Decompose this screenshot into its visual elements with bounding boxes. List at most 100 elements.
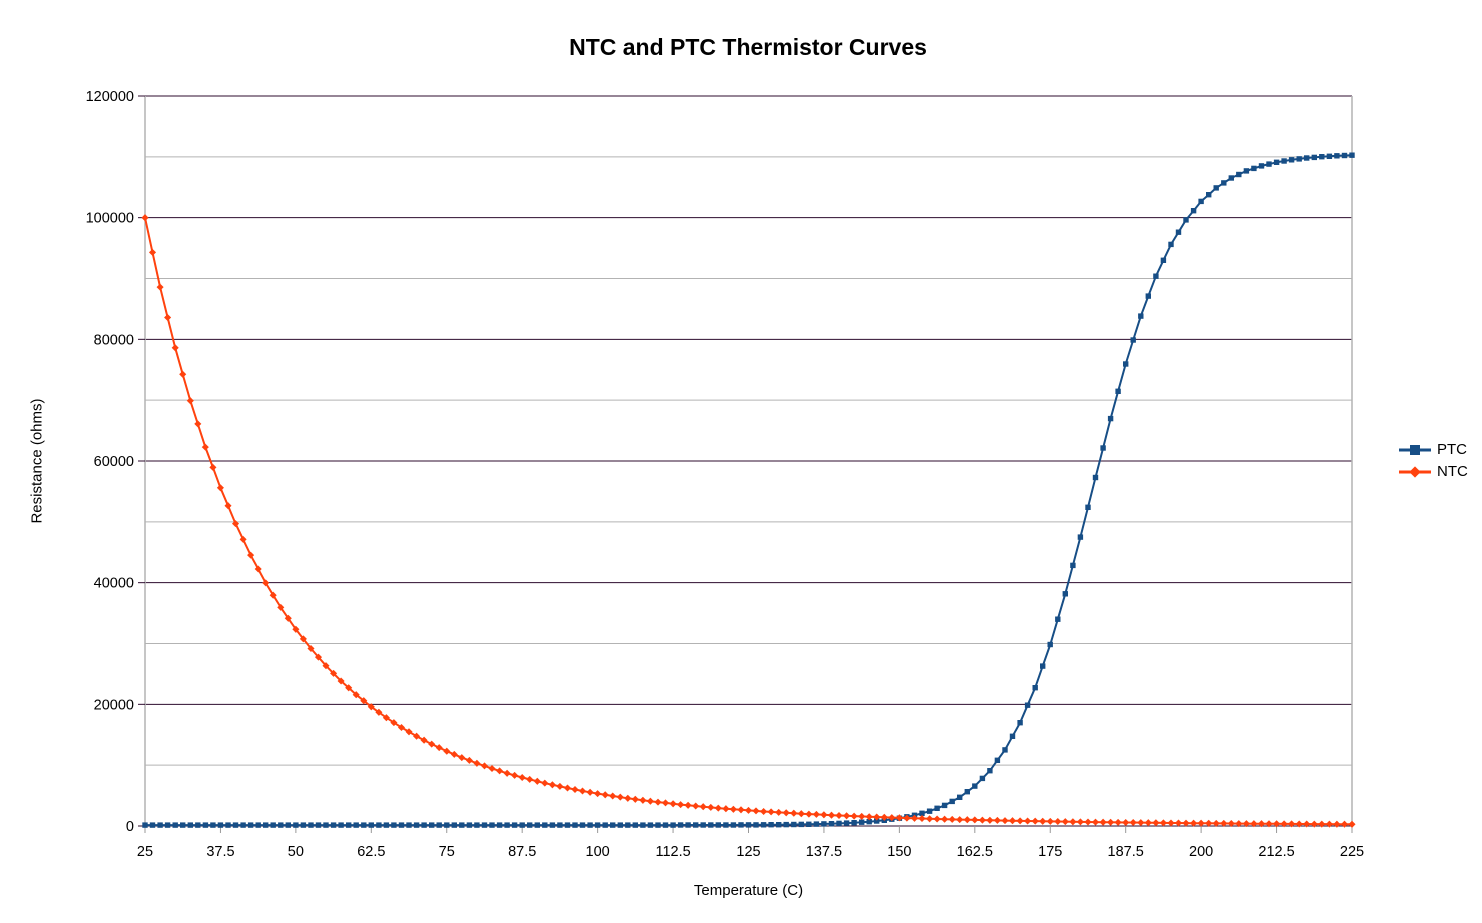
ntc-marker xyxy=(330,669,338,677)
ntc-marker xyxy=(382,714,390,722)
ntc-marker xyxy=(1174,819,1183,827)
ntc-marker xyxy=(993,816,1001,824)
ntc-marker xyxy=(1084,818,1092,826)
ntc-marker xyxy=(156,283,164,291)
ptc-marker xyxy=(315,822,322,828)
ntc-marker xyxy=(1318,820,1326,828)
ptc-marker xyxy=(979,775,986,782)
ptc-marker xyxy=(421,822,427,828)
ptc-marker xyxy=(1296,156,1302,162)
ptc-marker xyxy=(693,822,699,828)
ptc-marker xyxy=(647,822,654,828)
ntc-marker xyxy=(518,773,526,782)
ptc-marker xyxy=(225,822,231,828)
ptc-marker xyxy=(753,822,759,828)
ptc-marker xyxy=(1251,165,1257,172)
ptc-marker xyxy=(1092,474,1099,481)
ntc-marker xyxy=(646,797,654,805)
ptc-marker xyxy=(640,822,646,828)
ntc-marker xyxy=(797,810,805,818)
ntc-marker xyxy=(971,816,979,824)
ptc-marker xyxy=(293,822,299,828)
ntc-marker xyxy=(1167,819,1175,827)
ntc-marker xyxy=(397,723,406,732)
ptc-marker xyxy=(278,822,284,828)
ptc-marker xyxy=(511,822,518,828)
ntc-marker xyxy=(1159,819,1167,827)
y-tick-label: 40000 xyxy=(94,576,134,592)
ntc-marker xyxy=(616,793,624,801)
ptc-marker xyxy=(564,822,571,828)
ntc-marker xyxy=(850,812,858,820)
ntc-marker xyxy=(1039,817,1047,825)
ptc-marker xyxy=(1334,153,1340,159)
ntc-marker xyxy=(231,520,240,528)
ntc-marker xyxy=(526,775,534,783)
legend: PTC NTC xyxy=(1398,440,1468,481)
ntc-marker xyxy=(1129,818,1137,827)
ntc-legend-marker xyxy=(1399,465,1431,478)
ptc-marker xyxy=(323,822,329,828)
ptc-marker xyxy=(444,822,450,828)
ntc-marker xyxy=(639,796,647,804)
ntc-marker xyxy=(624,794,632,802)
ntc-marker xyxy=(1001,817,1009,825)
ntc-marker xyxy=(1107,818,1115,826)
ntc-marker xyxy=(201,443,209,451)
ptc-marker xyxy=(572,822,578,828)
ptc-marker xyxy=(1130,337,1136,343)
ptc-marker xyxy=(338,822,344,828)
ptc-marker xyxy=(610,822,616,828)
ntc-marker xyxy=(307,644,315,653)
ptc-marker xyxy=(1258,163,1265,169)
ntc-marker xyxy=(978,816,986,824)
ptc-marker xyxy=(1160,257,1167,263)
ptc-marker xyxy=(1236,171,1242,178)
ptc-marker xyxy=(383,822,390,828)
ntc-marker xyxy=(1325,820,1333,828)
ntc-marker xyxy=(360,697,368,705)
ptc-marker xyxy=(353,822,359,828)
ptc-marker xyxy=(210,822,216,828)
ptc-marker xyxy=(1062,591,1068,597)
x-tick-label: 100 xyxy=(586,844,610,860)
ntc-marker xyxy=(186,397,194,405)
ptc-marker xyxy=(1190,208,1197,214)
ntc-marker xyxy=(390,719,398,727)
ntc-marker xyxy=(450,750,458,758)
ptc-marker xyxy=(655,822,661,828)
ptc-marker xyxy=(919,810,925,816)
x-tick-label: 125 xyxy=(736,844,760,860)
ntc-marker xyxy=(707,803,715,811)
ptc-marker xyxy=(1311,154,1317,161)
ntc-marker xyxy=(1137,819,1145,827)
x-tick-label: 212.5 xyxy=(1258,844,1294,860)
ntc-marker xyxy=(194,420,202,428)
ptc-marker xyxy=(496,822,503,828)
ntc-marker xyxy=(405,728,413,736)
ptc-marker xyxy=(240,822,246,828)
ptc-marker xyxy=(851,820,857,826)
ntc-marker xyxy=(345,684,353,692)
ntc-marker xyxy=(420,736,428,744)
ptc-legend-marker xyxy=(1399,444,1431,455)
ptc-marker xyxy=(1115,388,1121,394)
ptc-marker xyxy=(172,822,178,828)
y-tick-label: 0 xyxy=(126,819,134,835)
ptc-marker xyxy=(677,822,684,828)
ntc-marker xyxy=(563,784,572,792)
ptc-marker xyxy=(1107,415,1114,422)
ptc-marker xyxy=(1349,152,1355,158)
ptc-marker xyxy=(1183,217,1189,223)
ptc-marker xyxy=(481,822,488,828)
ntc-marker xyxy=(209,463,217,471)
ptc-marker xyxy=(1123,361,1129,367)
ptc-marker xyxy=(1070,562,1076,569)
ptc-marker xyxy=(625,822,631,828)
ptc-marker xyxy=(1288,157,1295,163)
ptc-marker xyxy=(232,822,239,828)
x-tick-label: 87.5 xyxy=(508,844,536,860)
ptc-marker xyxy=(308,822,314,828)
x-tick-label: 62.5 xyxy=(357,844,385,860)
